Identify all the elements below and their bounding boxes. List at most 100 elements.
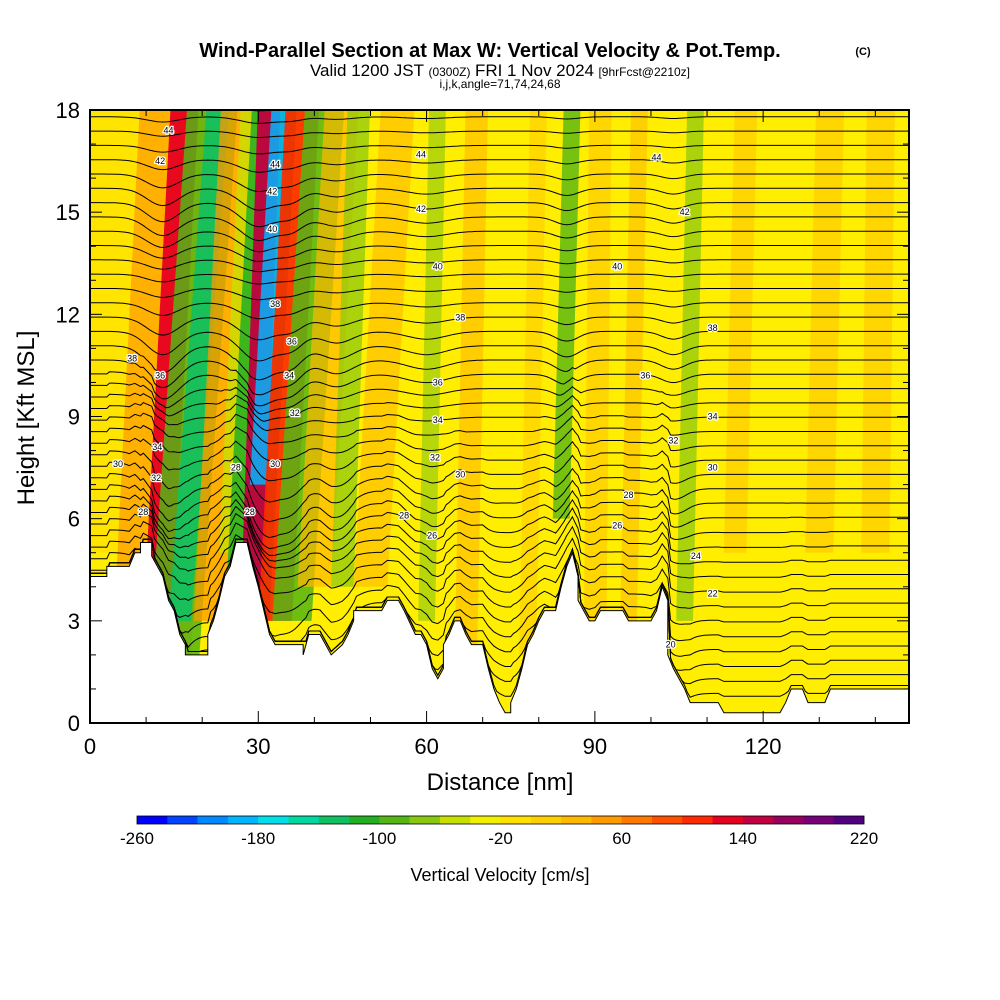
contour-label: 36 bbox=[287, 337, 297, 347]
colorbar-swatch bbox=[137, 816, 168, 824]
colorbar-swatch bbox=[803, 816, 835, 824]
isentrope-line bbox=[90, 538, 909, 637]
contour-label: 34 bbox=[708, 412, 718, 422]
contour-label: 44 bbox=[416, 149, 426, 159]
isentrope-line bbox=[90, 116, 909, 124]
colorbar-swatch bbox=[530, 816, 562, 824]
contour-label: 32 bbox=[151, 473, 161, 483]
isentrope-line bbox=[90, 511, 909, 569]
colorbar-swatch bbox=[318, 816, 350, 824]
isentrope-line bbox=[90, 359, 909, 396]
contour-label: 32 bbox=[430, 452, 440, 462]
contour-label: 32 bbox=[290, 408, 300, 418]
contour-label: 40 bbox=[267, 224, 277, 234]
contour-label: 38 bbox=[127, 354, 137, 364]
colorbar-swatch bbox=[561, 816, 592, 824]
isentrope-line bbox=[90, 316, 909, 341]
colorbar-swatch bbox=[258, 816, 289, 824]
x-axis-label: Distance [nm] bbox=[427, 769, 574, 796]
colorbar-swatch bbox=[227, 816, 259, 824]
contour-label: 34 bbox=[433, 415, 443, 425]
contour-label: 26 bbox=[427, 531, 437, 541]
y-tick-label: 6 bbox=[68, 507, 80, 532]
isentrope-line bbox=[90, 437, 909, 482]
colorbar-swatch bbox=[742, 816, 774, 824]
contour-label: 36 bbox=[433, 377, 443, 387]
copyright-mark: (C) bbox=[855, 46, 871, 58]
contour-label: 30 bbox=[113, 459, 123, 469]
isentrope-line bbox=[90, 330, 909, 362]
contour-label: 42 bbox=[680, 207, 690, 217]
contour-label: 28 bbox=[231, 463, 241, 473]
isentrope-line bbox=[90, 392, 909, 422]
isentrope-line bbox=[90, 273, 909, 285]
isentrope-line bbox=[90, 187, 909, 211]
isentrope-line bbox=[90, 461, 909, 523]
chart-title: Wind-Parallel Section at Max W: Vertical… bbox=[199, 40, 780, 62]
colorbar-swatch bbox=[439, 816, 471, 824]
contour-label: 42 bbox=[267, 187, 277, 197]
colorbar-tick-label: 140 bbox=[729, 829, 757, 848]
colorbar-tick-label: 220 bbox=[850, 829, 878, 848]
x-tick-label: 0 bbox=[84, 734, 96, 759]
contour-label: 22 bbox=[708, 589, 718, 599]
y-tick-label: 15 bbox=[56, 200, 80, 225]
contour-label: 44 bbox=[164, 125, 174, 135]
contour-label: 38 bbox=[708, 323, 718, 333]
colorbar-swatch bbox=[773, 816, 804, 824]
isentrope-line bbox=[90, 230, 909, 253]
w-band bbox=[620, 110, 648, 621]
colorbar-swatch bbox=[288, 816, 320, 824]
isentrope-line bbox=[90, 345, 909, 381]
isentrope-line bbox=[90, 173, 909, 193]
colorbar-label: Vertical Velocity [cm/s] bbox=[410, 865, 589, 885]
contour-label: 20 bbox=[666, 640, 676, 650]
isentrope-line bbox=[90, 159, 909, 173]
w-band bbox=[676, 110, 704, 621]
isentrope-line bbox=[90, 424, 909, 462]
colorbar-swatch bbox=[470, 816, 501, 824]
contour-label: 30 bbox=[270, 459, 280, 469]
forecast-tag: [9hrFcst@2210z] bbox=[598, 65, 690, 79]
colorbar-tick-labels: -260 -180 -100 -20 60 140 220 bbox=[120, 829, 878, 848]
contour-label: 34 bbox=[152, 442, 162, 452]
contour-label: 32 bbox=[668, 435, 678, 445]
y-tick-label: 0 bbox=[68, 711, 80, 736]
contour-label: 42 bbox=[416, 204, 426, 214]
colorbar-tick-label: -260 bbox=[120, 829, 154, 848]
colorbar-tick-label: -100 bbox=[362, 829, 396, 848]
isentrope-line bbox=[90, 288, 909, 301]
colorbar-swatch bbox=[682, 816, 713, 824]
isentrope-line bbox=[90, 202, 909, 228]
contour-label: 28 bbox=[245, 507, 255, 517]
colorbar-swatch bbox=[500, 816, 532, 824]
x-tick-label: 30 bbox=[246, 734, 270, 759]
isentrope-line bbox=[90, 532, 909, 595]
x-tick-label: 60 bbox=[414, 734, 438, 759]
contour-label: 30 bbox=[708, 463, 718, 473]
valid-time-line: Valid 1200 JST (0300Z) FRI 1 Nov 2024 [9… bbox=[310, 61, 690, 80]
w-band bbox=[249, 110, 289, 485]
isentrope-line bbox=[90, 494, 909, 557]
isentrope-line bbox=[90, 503, 909, 562]
y-tick-label: 9 bbox=[68, 405, 80, 430]
colorbar-tick-label: -20 bbox=[488, 829, 513, 848]
w-band bbox=[861, 110, 895, 553]
contour-label: 40 bbox=[612, 262, 622, 272]
isentrope-line bbox=[90, 371, 909, 407]
contour-label: 36 bbox=[155, 371, 165, 381]
terrain-profile bbox=[90, 542, 909, 723]
w-band bbox=[297, 110, 359, 587]
colorbar bbox=[136, 815, 865, 825]
contour-label: 38 bbox=[270, 299, 280, 309]
y-tick-label: 12 bbox=[56, 302, 80, 327]
colorbar-frame bbox=[136, 815, 865, 825]
isentrope-line bbox=[90, 130, 909, 138]
x-tick-label: 90 bbox=[583, 734, 607, 759]
y-tick-label: 3 bbox=[68, 609, 80, 634]
contour-labels: 44 42 44 42 40 38 36 34 32 30 28 28 38 36 34 32 30 28 44 42… bbox=[112, 124, 719, 651]
contour-label: 26 bbox=[612, 520, 622, 530]
contour-label: 40 bbox=[433, 262, 443, 272]
contour-label: 28 bbox=[399, 510, 409, 520]
